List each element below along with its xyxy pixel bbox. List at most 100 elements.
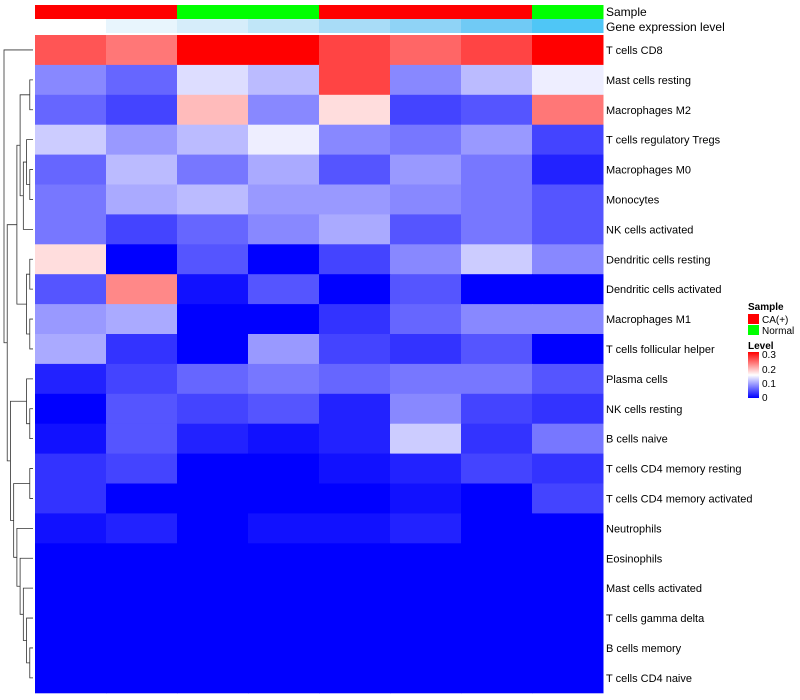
dendrogram-branch <box>29 169 33 200</box>
dendrogram-branch <box>26 617 33 664</box>
heatmap-cell <box>319 483 391 514</box>
legend-label-normal: Normal <box>762 326 794 337</box>
heatmap-cell <box>177 244 249 275</box>
row-label: T cells CD4 memory resting <box>606 464 742 476</box>
heatmap-cell <box>461 304 533 335</box>
heatmap-cell <box>177 393 249 425</box>
heatmap-cell <box>106 154 178 185</box>
heatmap-cell <box>532 453 604 484</box>
heatmap-cell <box>319 633 391 664</box>
heatmap-cell <box>35 633 107 664</box>
heatmap-cell <box>248 513 320 544</box>
heatmap-cell <box>532 573 604 604</box>
heatmap-cell <box>461 603 533 634</box>
dendrogram-branch <box>29 647 33 679</box>
heatmap-cell <box>177 94 249 126</box>
heatmap-cell <box>248 423 320 455</box>
heatmap-cell <box>248 35 320 66</box>
heatmap-cell <box>461 124 533 156</box>
heatmap-cell <box>106 274 178 305</box>
row-label: NK cells resting <box>606 404 682 416</box>
heatmap-cell <box>461 363 533 395</box>
gene-expression-annotation-cell <box>248 19 320 33</box>
heatmap-cell <box>106 64 178 96</box>
heatmap-cell <box>35 94 107 126</box>
heatmap-cell <box>248 483 320 514</box>
legend-label-ca: CA(+) <box>762 315 788 326</box>
heatmap-cell <box>390 35 462 66</box>
heatmap-cell <box>106 513 178 544</box>
heatmap-cell <box>319 154 391 185</box>
dendrogram-branch <box>19 94 30 197</box>
row-label: Eosinophils <box>606 553 663 565</box>
heatmap-cell <box>319 393 391 425</box>
gene-expression-annotation-cell <box>461 19 533 33</box>
heatmap-cell <box>532 304 604 335</box>
heatmap-cell <box>106 334 178 365</box>
heatmap-cell <box>177 64 249 96</box>
heatmap-cell <box>319 543 391 574</box>
heatmap-cell <box>390 393 462 425</box>
heatmap-cell <box>319 94 391 126</box>
heatmap-cell <box>319 662 391 694</box>
heatmap-cell <box>35 513 107 544</box>
heatmap-cell <box>177 603 249 634</box>
heatmap-cell <box>390 184 462 215</box>
heatmap-cell <box>319 603 391 634</box>
row-label: Monocytes <box>606 194 660 206</box>
heatmap-cell <box>35 363 107 395</box>
row-label: B cells memory <box>606 643 682 655</box>
heatmap-cell <box>532 154 604 185</box>
dendrogram-branch <box>19 557 33 615</box>
heatmap-cell <box>177 483 249 514</box>
heatmap-cell <box>390 214 462 245</box>
dendrogram-branch <box>29 79 33 111</box>
heatmap-cell <box>177 35 249 66</box>
heatmap-cell <box>177 543 249 574</box>
heatmap-cell <box>248 214 320 245</box>
heatmap-cell <box>390 603 462 634</box>
heatmap-cell <box>319 274 391 305</box>
heatmap-cell <box>319 334 391 365</box>
heatmap-cell <box>248 304 320 335</box>
heatmap-cell <box>35 214 107 245</box>
heatmap-cell <box>390 304 462 335</box>
heatmap-cell <box>532 64 604 96</box>
gene-expression-annotation-cell <box>106 19 178 33</box>
heatmap-cell <box>390 662 462 694</box>
heatmap-cell <box>532 393 604 425</box>
heatmap-cell <box>319 423 391 455</box>
row-label: Macrophages M2 <box>606 105 691 117</box>
heatmap-cell <box>35 244 107 275</box>
row-labels: T cells CD8 Mast cells resting Macrophages… <box>606 45 753 685</box>
heatmap-cell <box>177 334 249 365</box>
heatmap-cell <box>461 334 533 365</box>
heatmap-cell <box>35 274 107 305</box>
column-annotations <box>35 5 604 33</box>
heatmap-cell <box>248 603 320 634</box>
heatmap-cell <box>35 184 107 215</box>
heatmap-cell <box>248 274 320 305</box>
sample-annotation-cell <box>177 5 249 19</box>
heatmap-cell <box>461 64 533 96</box>
heatmap-cell <box>106 453 178 484</box>
sample-annotation-cell <box>35 5 107 19</box>
row-dendrogram <box>3 49 33 679</box>
heatmap-cell <box>319 244 391 275</box>
dendrogram-branch <box>26 378 33 425</box>
heatmap-cell <box>177 184 249 215</box>
dendrogram-branch <box>26 139 33 185</box>
heatmap-cell <box>106 304 178 335</box>
gene-expression-annotation-cell <box>532 19 604 33</box>
heatmap-cell <box>532 363 604 395</box>
heatmap-cell <box>248 633 320 664</box>
annotation-label-sample: Sample <box>606 5 647 19</box>
row-label: Dendritic cells resting <box>606 254 711 266</box>
dendrogram-branch <box>3 49 33 344</box>
heatmap-cell <box>177 662 249 694</box>
heatmap-cell <box>461 393 533 425</box>
gene-expression-annotation-cell <box>177 19 249 33</box>
row-label: B cells naive <box>606 434 668 446</box>
heatmap-cell <box>177 513 249 544</box>
dendrogram-branch <box>22 161 33 230</box>
